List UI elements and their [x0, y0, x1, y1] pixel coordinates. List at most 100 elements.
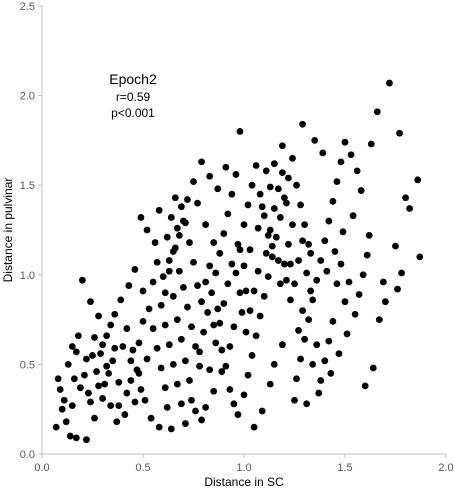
data-point	[74, 332, 82, 340]
data-point	[200, 328, 208, 336]
data-point	[264, 231, 272, 239]
data-point	[113, 418, 121, 426]
y-tick-label: 0.5	[20, 359, 35, 371]
data-point	[137, 386, 145, 393]
data-point	[244, 371, 252, 379]
data-point	[398, 269, 405, 277]
data-point	[173, 316, 181, 323]
data-point	[303, 400, 311, 408]
data-point	[258, 407, 266, 415]
data-point	[206, 172, 214, 180]
data-point	[359, 271, 367, 279]
data-point	[325, 337, 333, 345]
data-point	[289, 221, 296, 229]
data-point	[127, 357, 135, 365]
data-point	[165, 267, 173, 275]
data-point	[278, 142, 286, 150]
data-point	[287, 296, 294, 304]
data-point	[186, 377, 193, 384]
data-point	[246, 246, 254, 254]
data-point	[105, 369, 113, 377]
data-point	[135, 339, 143, 347]
data-point	[386, 79, 393, 87]
data-point	[153, 344, 161, 352]
data-point	[87, 298, 94, 306]
data-point	[309, 296, 317, 304]
data-point	[270, 160, 278, 168]
data-point	[206, 262, 214, 270]
data-point	[375, 316, 383, 323]
data-point	[184, 196, 191, 203]
data-point	[248, 352, 256, 359]
x-tick-label: 0.0	[34, 462, 49, 474]
data-point	[123, 389, 131, 397]
y-tick-label: 2.5	[20, 1, 35, 13]
data-point	[107, 321, 115, 329]
data-point	[232, 269, 240, 277]
data-point	[260, 292, 268, 300]
data-point	[363, 251, 371, 259]
data-point	[163, 404, 171, 411]
data-point	[165, 257, 173, 264]
data-point	[64, 361, 72, 368]
data-point	[161, 384, 169, 392]
data-point	[103, 332, 111, 340]
data-point	[250, 423, 258, 431]
annotation-title: Epoch2	[109, 71, 157, 87]
data-point	[62, 418, 70, 426]
data-point	[222, 362, 230, 370]
y-tick-label: 2.0	[20, 91, 35, 103]
data-point	[335, 350, 343, 358]
data-point	[254, 224, 262, 232]
data-point	[379, 278, 387, 286]
data-point	[161, 321, 169, 329]
data-point	[137, 214, 145, 221]
data-point	[333, 178, 341, 186]
data-point	[240, 221, 248, 229]
data-point	[232, 171, 240, 178]
data-point	[220, 230, 228, 237]
data-point	[313, 341, 321, 349]
data-point	[95, 312, 102, 320]
data-point	[283, 199, 290, 207]
data-point	[341, 138, 349, 146]
data-point	[85, 389, 92, 397]
data-point	[196, 348, 203, 356]
data-point	[125, 282, 133, 289]
data-point	[87, 398, 94, 406]
data-point	[252, 162, 260, 169]
data-point	[240, 391, 248, 399]
data-point	[291, 280, 298, 288]
data-point	[327, 369, 335, 377]
data-point	[369, 364, 377, 372]
data-point	[157, 364, 165, 372]
data-point	[115, 402, 123, 410]
data-point	[317, 257, 325, 264]
data-point	[66, 432, 74, 440]
data-point	[163, 233, 171, 241]
data-point	[149, 325, 157, 332]
data-point	[58, 405, 66, 413]
data-point	[171, 194, 179, 202]
data-point	[129, 346, 137, 354]
data-point	[198, 158, 205, 166]
data-point	[72, 348, 80, 356]
data-point	[173, 224, 181, 232]
data-point	[89, 352, 96, 359]
data-point	[236, 246, 244, 254]
data-point	[337, 158, 345, 166]
data-point	[101, 380, 109, 388]
data-point	[83, 436, 90, 444]
data-point	[230, 323, 238, 331]
data-point	[281, 260, 288, 268]
data-point	[196, 362, 203, 370]
data-point	[339, 228, 347, 236]
data-point	[95, 382, 102, 390]
data-point	[182, 357, 189, 365]
data-point	[141, 396, 149, 404]
x-tick-label: 1.5	[337, 462, 352, 474]
data-point	[264, 273, 272, 280]
data-point	[351, 310, 359, 318]
data-point	[226, 386, 234, 393]
data-point	[278, 169, 286, 177]
